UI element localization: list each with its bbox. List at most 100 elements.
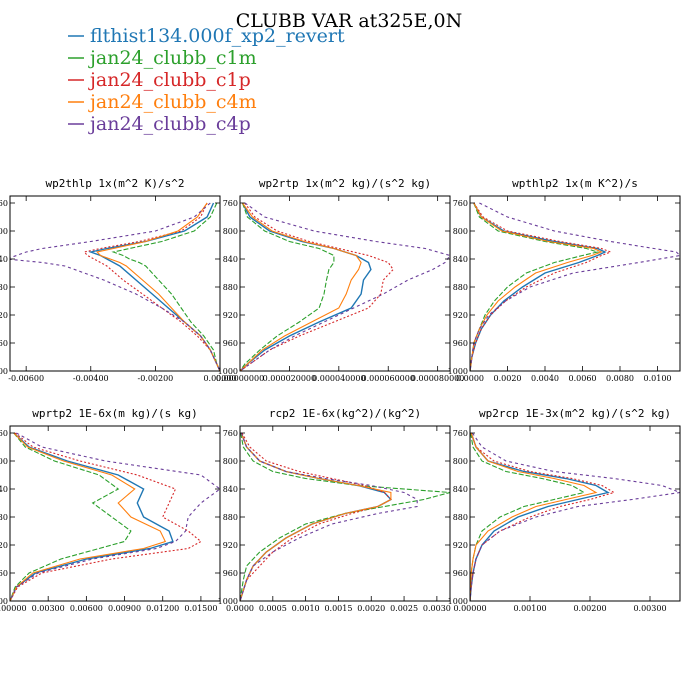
- y-tick-label: 880: [223, 513, 238, 522]
- series-line: [96, 202, 220, 371]
- y-tick-label: 840: [223, 255, 238, 264]
- chart-panel: wprtp2 1E-6x(m kg)/(s kg) 760 800 840 880 920…: [0, 407, 221, 613]
- y-tick-label: 800: [223, 457, 238, 466]
- y-tick-label: 960: [0, 569, 8, 578]
- y-tick-label: 880: [453, 283, 468, 292]
- y-tick-label: 920: [223, 541, 238, 550]
- y-tick-label: 960: [223, 339, 238, 348]
- series-line: [240, 202, 450, 371]
- y-tick-label: 840: [453, 255, 468, 264]
- series-line: [470, 202, 680, 371]
- series-line: [470, 202, 613, 371]
- y-tick-label: 960: [453, 339, 468, 348]
- x-tick-label: 0.0000: [226, 604, 254, 613]
- x-tick-label: 0.00200: [573, 604, 606, 613]
- legend-label: jan24_clubb_c4m: [88, 91, 257, 113]
- y-tick-label: 760: [0, 429, 8, 438]
- panel-title: wpthlp2 1x(m K^2)/s: [512, 177, 638, 190]
- x-tick-label: -0.00400: [73, 374, 109, 383]
- series-line: [88, 202, 220, 371]
- series-line: [470, 432, 680, 601]
- series-line: [470, 432, 586, 601]
- x-tick-label: 0.00300: [32, 604, 65, 613]
- plot-frame: [9, 425, 221, 602]
- x-tick-label: 0.0015: [324, 604, 352, 613]
- series-line: [240, 202, 335, 371]
- x-tick-label: 0.000020000: [263, 374, 316, 383]
- x-tick-label: 0.0100: [644, 374, 672, 383]
- x-tick-label: 0.0020: [357, 604, 385, 613]
- y-tick-label: 760: [453, 199, 468, 208]
- x-tick-label: 0.00000: [203, 374, 236, 383]
- series-line: [111, 202, 220, 371]
- series-line: [240, 432, 392, 601]
- y-tick-label: 1000: [0, 597, 8, 606]
- y-tick-label: 920: [0, 541, 8, 550]
- series-line: [83, 202, 220, 371]
- legend: flthist134.000f_xp2_revertjan24_clubb_c1…: [68, 25, 345, 135]
- y-tick-label: 840: [453, 485, 468, 494]
- series-line: [470, 432, 616, 601]
- series-line: [10, 432, 132, 601]
- chart-panel: wpthlp2 1x(m K^2)/s 760 800 840 880 920 960 100…: [448, 177, 681, 383]
- y-tick-label: 880: [0, 283, 8, 292]
- panel-title: wp2rcp 1E-3x(m^2 kg)/(s^2 kg): [479, 407, 671, 420]
- x-tick-label: 0.0060: [569, 374, 597, 383]
- x-tick-label: 0.000040000: [312, 374, 365, 383]
- y-tick-label: 840: [0, 255, 8, 264]
- legend-label: flthist134.000f_xp2_revert: [90, 25, 345, 47]
- x-tick-label: 0.0030: [423, 604, 451, 613]
- chart-panel: wp2rcp 1E-3x(m^2 kg)/(s^2 kg) 760 800 840 88…: [448, 407, 681, 613]
- legend-label: jan24_clubb_c1m: [88, 47, 257, 69]
- y-tick-label: 800: [453, 457, 468, 466]
- y-tick-label: 760: [0, 199, 8, 208]
- x-tick-label: 0.00600: [70, 604, 103, 613]
- y-tick-label: 1000: [218, 597, 238, 606]
- series-line: [470, 202, 607, 371]
- series-line: [240, 432, 450, 601]
- chart-panel: rcp2 1E-6x(kg^2)/(kg^2) 760 800 840 880 920 96…: [218, 407, 451, 613]
- y-tick-label: 920: [453, 541, 468, 550]
- plot-frame: [469, 195, 681, 372]
- series-line: [10, 432, 174, 601]
- y-tick-label: 800: [0, 227, 8, 236]
- x-tick-label: 0.00100: [513, 604, 546, 613]
- x-tick-label: 0.0040: [531, 374, 559, 383]
- panel-grid: wp2thlp 1x(m^2 K)/s^2 760 800 840 880 920 960 1…: [0, 177, 681, 613]
- y-tick-label: 1000: [0, 367, 8, 376]
- y-tick-label: 880: [453, 513, 468, 522]
- y-tick-label: 760: [453, 429, 468, 438]
- y-tick-label: 920: [0, 311, 8, 320]
- y-tick-label: 1000: [448, 367, 468, 376]
- series-line: [10, 432, 167, 601]
- x-tick-label: 0.0025: [390, 604, 418, 613]
- y-tick-label: 800: [0, 457, 8, 466]
- x-tick-label: 0.00900: [108, 604, 141, 613]
- panel-title: wprtp2 1E-6x(m kg)/(s kg): [32, 407, 198, 420]
- y-tick-label: 760: [223, 429, 238, 438]
- panel-title: wp2thlp 1x(m^2 K)/s^2: [45, 177, 184, 190]
- y-tick-label: 960: [223, 569, 238, 578]
- series-line: [470, 432, 598, 601]
- y-tick-label: 960: [453, 569, 468, 578]
- chart-panel: wp2thlp 1x(m^2 K)/s^2 760 800 840 880 920 960 1…: [0, 177, 237, 383]
- y-tick-label: 880: [0, 513, 8, 522]
- x-tick-label: 0.000060000: [362, 374, 415, 383]
- series-line: [10, 432, 202, 601]
- y-tick-label: 920: [453, 311, 468, 320]
- series-line: [240, 432, 418, 601]
- plot-frame: [9, 195, 221, 372]
- y-tick-label: 760: [223, 199, 238, 208]
- x-tick-label: 0.00000: [0, 604, 27, 613]
- series-line: [240, 202, 372, 371]
- x-tick-label: 0.0020: [494, 374, 522, 383]
- y-tick-label: 1000: [448, 597, 468, 606]
- series-line: [240, 202, 394, 371]
- series-line: [10, 432, 220, 601]
- plot-frame: [239, 425, 451, 602]
- x-tick-label: 0.0010: [292, 604, 320, 613]
- y-tick-label: 840: [0, 485, 8, 494]
- x-tick-label: 0.00000: [453, 604, 486, 613]
- legend-label: jan24_clubb_c4p: [88, 113, 251, 135]
